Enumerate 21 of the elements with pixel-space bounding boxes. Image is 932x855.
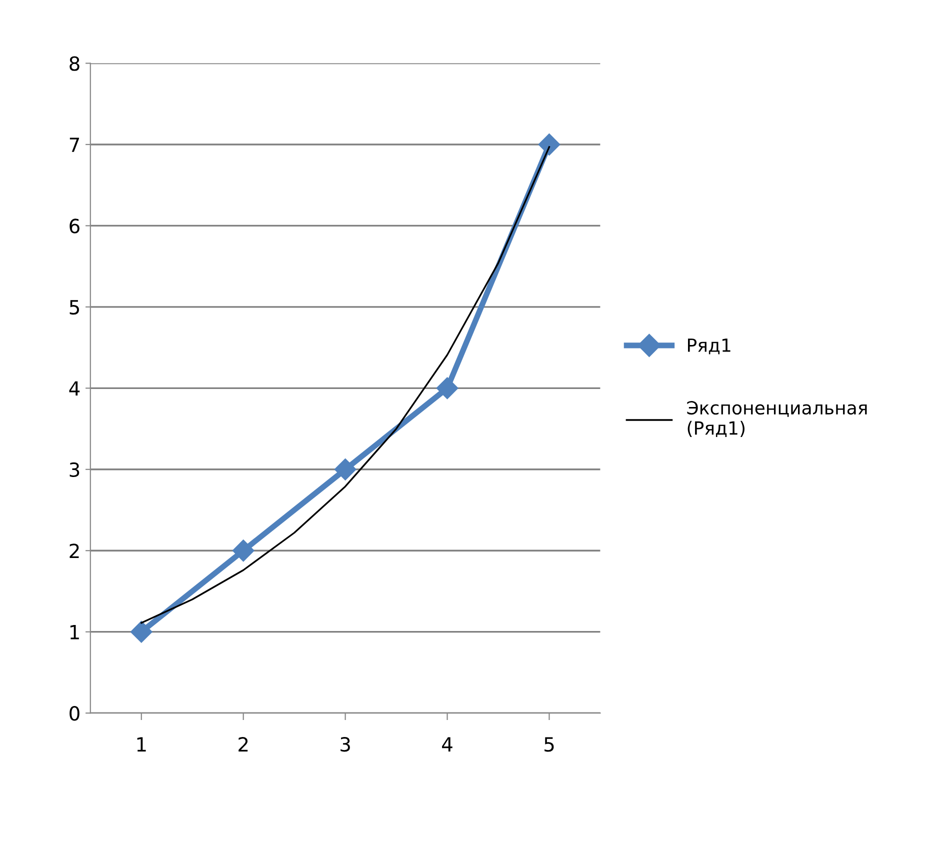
point <box>538 133 560 156</box>
y-tick-label: 4 <box>69 381 80 396</box>
y-tick-label: 5 <box>70 300 79 315</box>
point <box>232 539 255 562</box>
y-tick-label: 2 <box>70 544 79 558</box>
legend-label: Экспоненциальная (Ряд1) <box>687 400 867 438</box>
x-tick-label: 2 <box>238 737 248 752</box>
x-tick-label: 1 <box>137 737 146 752</box>
x-tick-label: 5 <box>544 737 554 752</box>
y-tick-label: 8 <box>70 56 80 71</box>
point <box>436 376 458 400</box>
point <box>334 458 357 481</box>
y-tick-label: 6 <box>70 218 80 234</box>
y-tick-label: 0 <box>70 706 80 721</box>
legend-label: Ряд1 <box>688 338 730 354</box>
x-tick-label: 4 <box>442 737 452 752</box>
y-tick-label: 1 <box>70 625 79 640</box>
y-tick-label: 7 <box>70 138 80 152</box>
x-tick-label: 3 <box>340 737 350 752</box>
point <box>130 620 153 644</box>
y-tick-label: 3 <box>70 462 80 478</box>
